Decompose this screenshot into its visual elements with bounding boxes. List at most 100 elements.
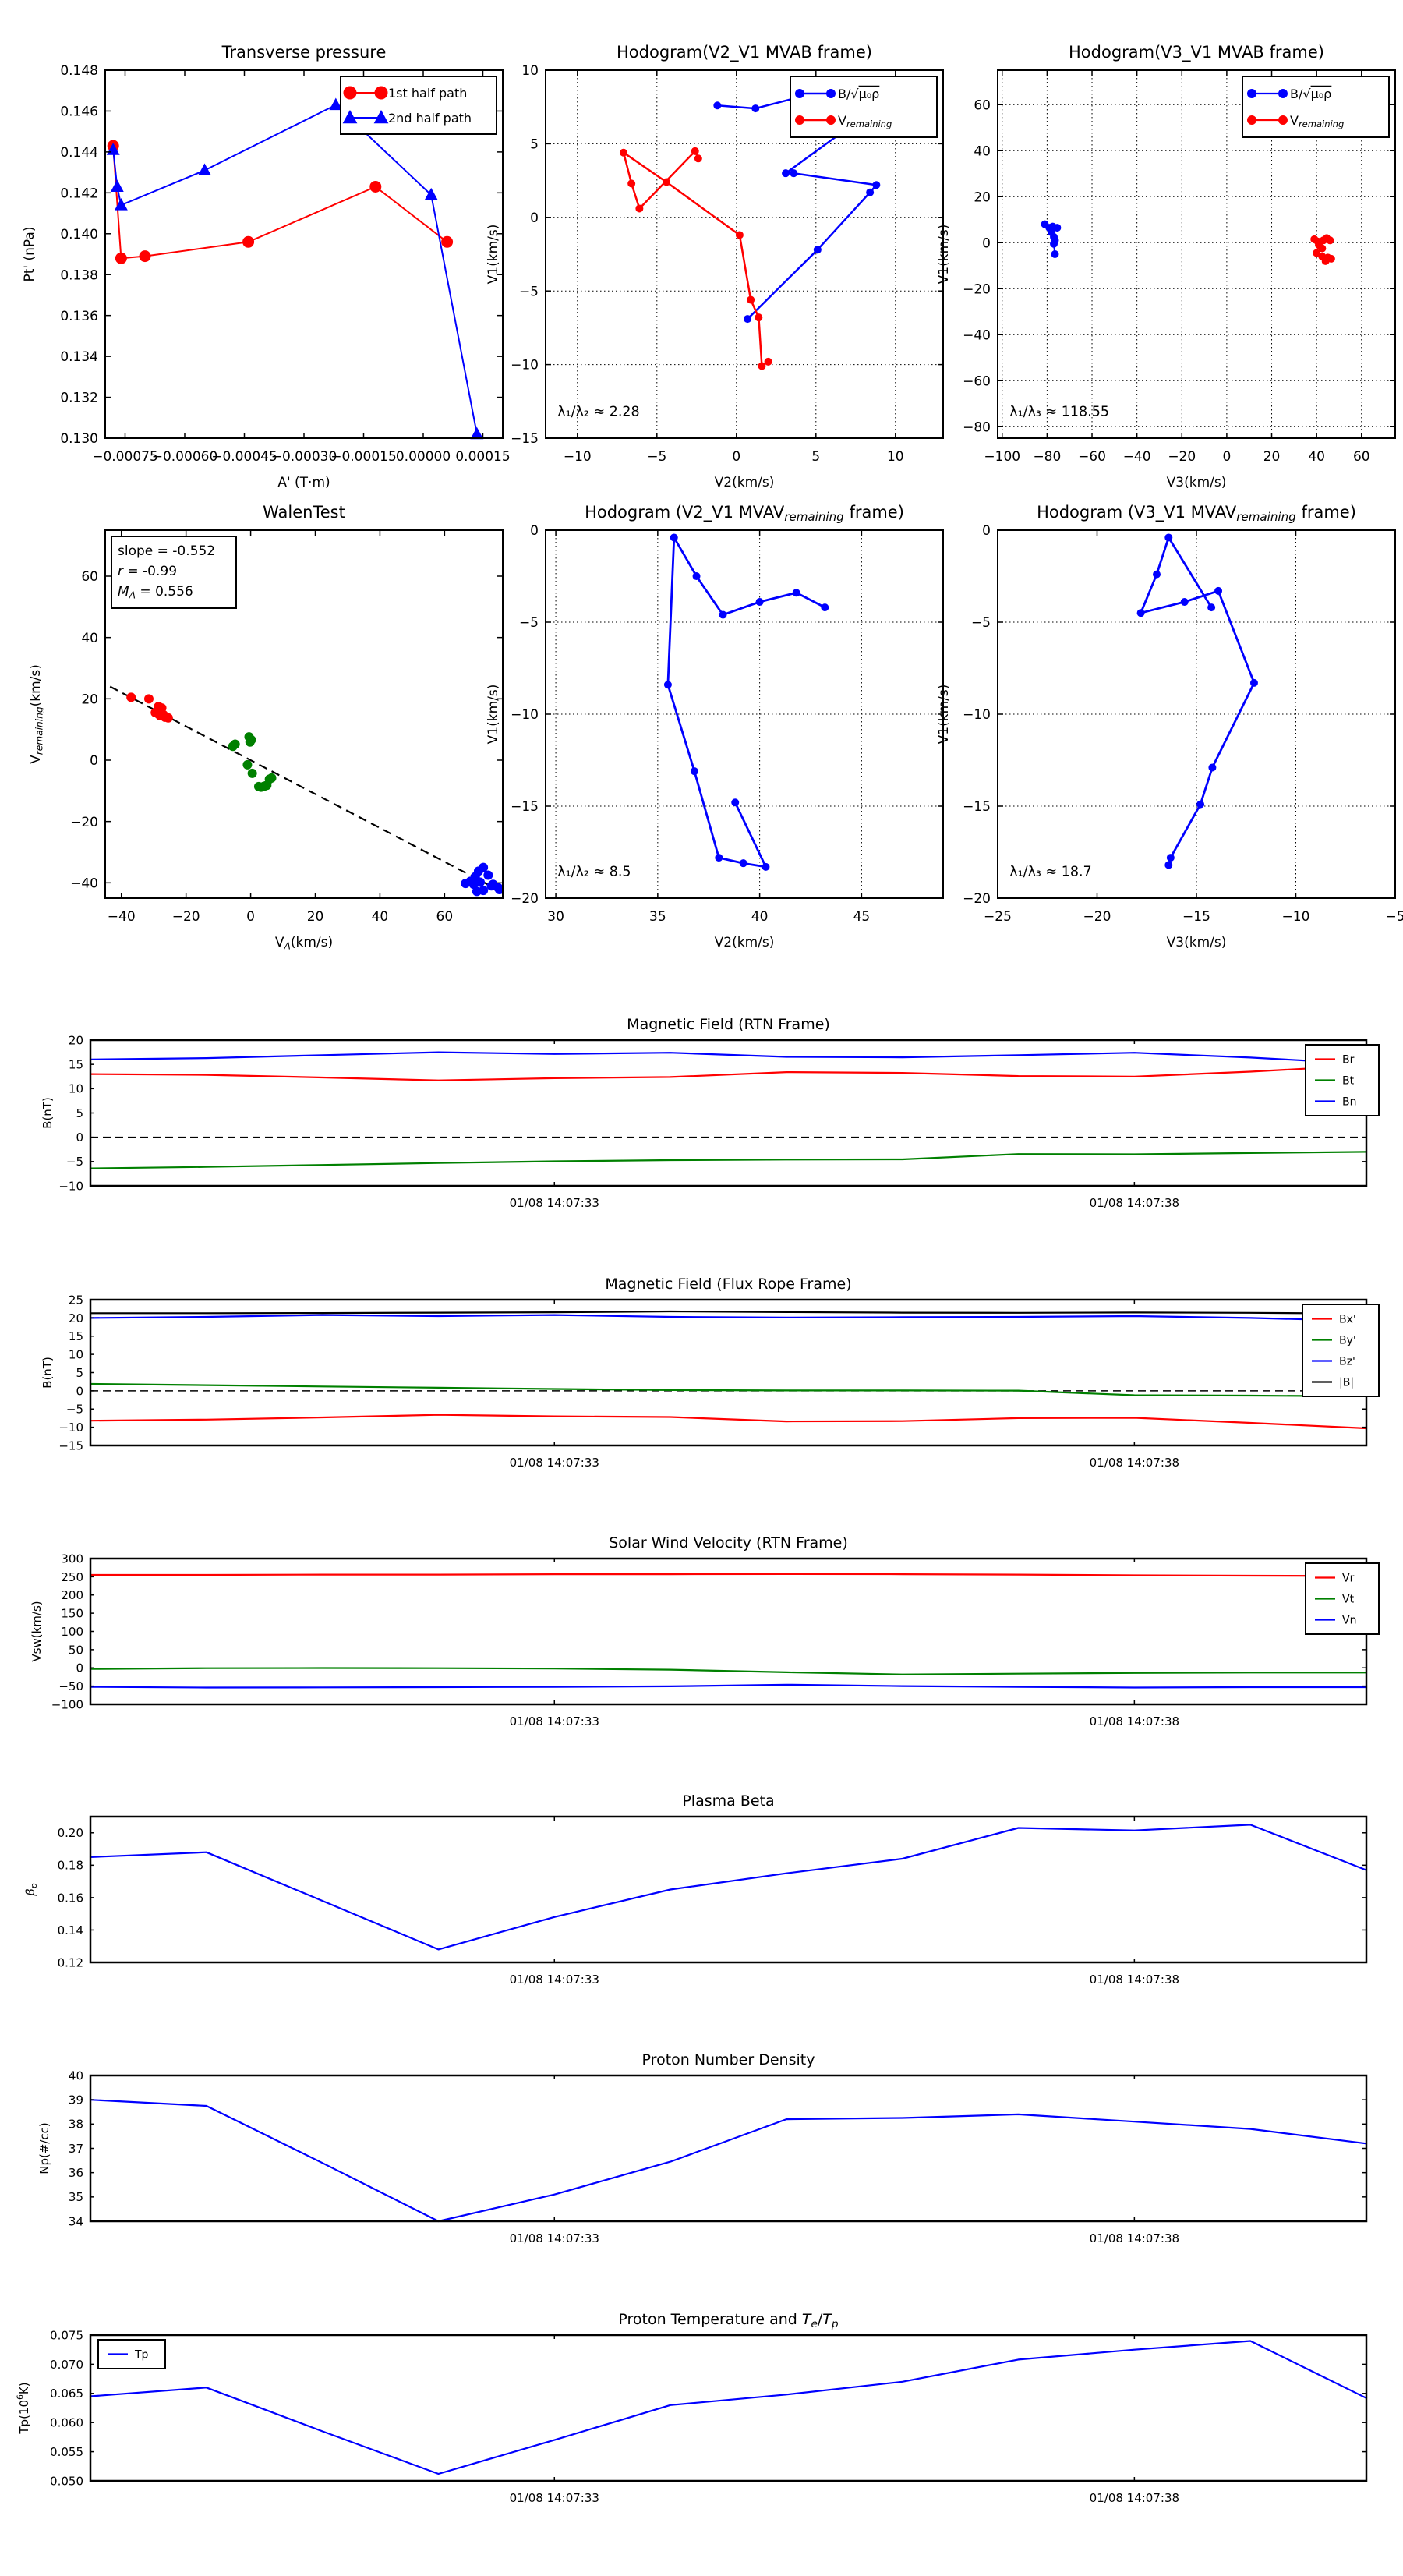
- svg-text:−0.00045: −0.00045: [211, 449, 277, 465]
- svg-text:V1(km/s): V1(km/s): [936, 685, 952, 745]
- svg-text:25: 25: [69, 1293, 83, 1307]
- svg-text:0.148: 0.148: [60, 63, 98, 79]
- svg-text:V1(km/s): V1(km/s): [486, 225, 501, 285]
- svg-text:−20: −20: [1168, 449, 1196, 465]
- plot-hodogram-v3v1-mvav: −25 −20 −15 −10 −5 0 −5 −10 −15 −20 Hodogram (V3_V…: [936, 503, 1403, 950]
- svg-text:60: 60: [974, 97, 991, 113]
- svg-text:20: 20: [81, 692, 98, 707]
- svg-text:WalenTest: WalenTest: [263, 503, 345, 522]
- svg-text:Plasma Beta: Plasma Beta: [682, 1792, 774, 1810]
- svg-text:01/08 14:07:33: 01/08 14:07:33: [510, 2491, 599, 2505]
- svg-text:10: 10: [521, 63, 539, 79]
- svg-text:0.138: 0.138: [60, 267, 98, 283]
- svg-text:−25: −25: [984, 909, 1012, 925]
- svg-text:30: 30: [547, 909, 564, 925]
- svg-text:0.20: 0.20: [58, 1826, 83, 1840]
- svg-text:40: 40: [751, 909, 769, 925]
- svg-text:−0.00075: −0.00075: [92, 449, 158, 465]
- svg-text:−40: −40: [963, 327, 991, 343]
- svg-text:−20: −20: [70, 815, 98, 830]
- svg-text:0.050: 0.050: [50, 2474, 83, 2488]
- svg-text:36: 36: [69, 2166, 83, 2180]
- svg-text:Np(#/cc): Np(#/cc): [37, 2122, 51, 2174]
- svg-text:−10: −10: [1282, 909, 1310, 925]
- svg-text:0.140: 0.140: [60, 227, 98, 242]
- svg-text:V1(km/s): V1(km/s): [936, 225, 952, 285]
- svg-text:V2(km/s): V2(km/s): [715, 475, 775, 490]
- svg-text:−20: −20: [172, 909, 200, 925]
- svg-text:Bz': Bz': [1339, 1356, 1355, 1368]
- plot-plasma-beta: 01/08 14:07:33 01/08 14:07:38 0.20 0.18 0.16…: [23, 1792, 1368, 1987]
- plot-magnetic-field-rtn: 01/08 14:07:33 01/08 14:07:38 20 15 10 5 0 −5 −1…: [41, 1016, 1380, 1210]
- svg-text:−5: −5: [519, 284, 539, 299]
- svg-text:5: 5: [76, 1106, 83, 1120]
- svg-text:0: 0: [90, 753, 98, 769]
- svg-text:150: 150: [61, 1607, 83, 1621]
- svg-text:15: 15: [69, 1329, 83, 1343]
- svg-text:0: 0: [246, 909, 255, 925]
- svg-text:Transverse pressure: Transverse pressure: [221, 43, 387, 62]
- svg-text:−15: −15: [58, 1438, 83, 1453]
- svg-text:Bx': Bx': [1339, 1314, 1356, 1326]
- svg-text:1st half path: 1st half path: [388, 86, 467, 101]
- svg-text:2nd half path: 2nd half path: [388, 111, 472, 126]
- svg-text:20: 20: [69, 1033, 83, 1047]
- svg-text:0.075: 0.075: [50, 2328, 83, 2342]
- svg-text:100: 100: [61, 1625, 83, 1639]
- svg-text:35: 35: [69, 2190, 83, 2204]
- plot-transverse-pressure: −0.00075−0.00060−0.00045−0.00030−0.00015…: [22, 43, 511, 490]
- svg-text:0.00000: 0.00000: [396, 449, 451, 465]
- plot-hodogram-v2v1-mvav: 30 35 40 45 0 −5 −10 −15 −20 Hodogram (V2_V1 MVAV…: [486, 503, 944, 950]
- svg-text:0: 0: [76, 1384, 83, 1398]
- svg-text:10: 10: [69, 1348, 83, 1362]
- svg-text:20: 20: [307, 909, 324, 925]
- svg-text:−5: −5: [66, 1403, 83, 1417]
- svg-text:0: 0: [76, 1131, 83, 1145]
- svg-text:−40: −40: [1123, 449, 1151, 465]
- svg-text:B/√μ₀ρ: B/√μ₀ρ: [838, 87, 879, 101]
- svg-text:20: 20: [1263, 449, 1281, 465]
- svg-text:−40: −40: [70, 876, 98, 891]
- svg-text:5: 5: [76, 1366, 83, 1380]
- svg-text:Br: Br: [1342, 1054, 1355, 1067]
- svg-text:λ₁/λ₃ ≈ 118.55: λ₁/λ₃ ≈ 118.55: [1009, 405, 1109, 420]
- svg-text:0: 0: [530, 211, 539, 226]
- svg-text:Hodogram (V3_V1 MVAVremaining: Hodogram (V3_V1 MVAVremaining frame): [1037, 503, 1356, 524]
- svg-text:0: 0: [530, 523, 539, 539]
- svg-text:−5: −5: [647, 449, 666, 465]
- svg-text:MA = 0.556: MA = 0.556: [118, 584, 193, 600]
- svg-text:39: 39: [69, 2093, 83, 2107]
- svg-text:5: 5: [811, 449, 820, 465]
- svg-text:20: 20: [69, 1311, 83, 1325]
- svg-text:40: 40: [372, 909, 389, 925]
- svg-text:−80: −80: [1033, 449, 1061, 465]
- svg-text:−20: −20: [1083, 909, 1111, 925]
- svg-text:Hodogram (V2_V1 MVAVremaining: Hodogram (V2_V1 MVAVremaining frame): [585, 503, 904, 524]
- svg-text:10: 10: [69, 1082, 83, 1096]
- svg-text:Vremaining(km/s): Vremaining(km/s): [28, 664, 44, 764]
- svg-text:Bt: Bt: [1342, 1075, 1355, 1088]
- svg-text:V1(km/s): V1(km/s): [486, 685, 501, 745]
- svg-text:0.14: 0.14: [58, 1923, 83, 1937]
- svg-text:−10: −10: [58, 1179, 83, 1193]
- svg-text:By': By': [1339, 1335, 1356, 1347]
- svg-text:01/08 14:07:38: 01/08 14:07:38: [1090, 2491, 1179, 2505]
- svg-text:0: 0: [732, 449, 740, 465]
- svg-text:200: 200: [61, 1588, 83, 1602]
- plot-proton-number-density: 01/08 14:07:33 01/08 14:07:38 40 39 38 37 36 35…: [37, 2051, 1368, 2245]
- svg-text:−20: −20: [511, 891, 539, 907]
- svg-text:0.065: 0.065: [50, 2387, 83, 2401]
- svg-text:0.144: 0.144: [60, 145, 98, 161]
- svg-text:−5: −5: [971, 615, 991, 631]
- svg-text:−10: −10: [58, 1421, 83, 1435]
- svg-text:Hodogram(V3_V1 MVAB frame): Hodogram(V3_V1 MVAB frame): [1069, 43, 1324, 62]
- svg-text:Vn: Vn: [1342, 1615, 1356, 1627]
- svg-text:Tp(106K): Tp(106K): [16, 2382, 31, 2434]
- svg-text:−50: −50: [58, 1679, 83, 1693]
- svg-text:−0.00060: −0.00060: [152, 449, 218, 465]
- svg-text:Proton Temperature and Te/Tp: Proton Temperature and Te/Tp: [618, 2311, 839, 2330]
- svg-text:VA(km/s): VA(km/s): [275, 935, 333, 951]
- svg-text:B(nT): B(nT): [41, 1357, 55, 1389]
